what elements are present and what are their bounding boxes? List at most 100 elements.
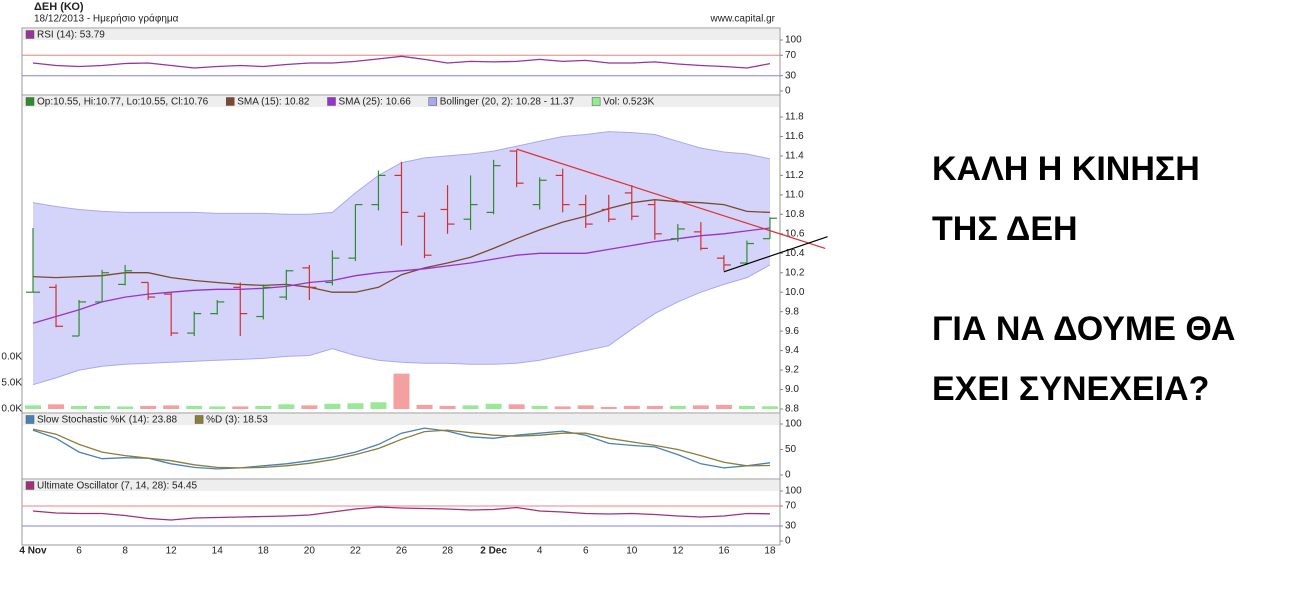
- y-tick-label: 10.6: [785, 228, 805, 239]
- legend-strip: [23, 29, 779, 40]
- volume-bar: [186, 405, 203, 409]
- legend-swatch: [25, 30, 35, 39]
- legend-label: Op:10.55, Hi:10.77, Lo:10.55, Cl:10.76: [37, 97, 209, 108]
- annotation: ΓΙΑ ΝΑ ΔΟΥΜΕ ΘΑ: [932, 310, 1235, 348]
- y-tick-label: 11.8: [785, 112, 804, 123]
- volume-bar: [71, 405, 88, 409]
- annotation: ΚΑΛΗ Η ΚΙΝΗΣΗ: [932, 150, 1200, 188]
- x-tick-label: 12: [166, 546, 178, 557]
- x-tick-label: 18: [258, 546, 270, 557]
- y-tick-label: 30: [785, 70, 797, 81]
- volume-bar: [738, 405, 755, 409]
- x-tick-label: 12: [672, 546, 684, 557]
- y-tick-label: 70: [785, 501, 797, 512]
- x-tick-label: 16: [718, 546, 730, 557]
- volume-bar: [324, 403, 341, 409]
- y-tick-label: 10.2: [785, 267, 805, 278]
- volume-bar: [692, 405, 709, 409]
- y-tick-label: 11.4: [785, 151, 804, 162]
- volume-axis-label: 0.0K: [1, 352, 22, 363]
- volume-bar: [301, 405, 318, 409]
- legend-label: Slow Stochastic %K (14): 23.88: [37, 415, 178, 426]
- legend-swatch: [327, 97, 336, 106]
- series-line: [32, 55, 771, 69]
- volume-bar: [416, 404, 433, 409]
- x-tick-label: 4 Nov: [19, 546, 47, 557]
- volume-bar: [508, 404, 525, 409]
- legend-strip: [23, 480, 779, 491]
- volume-axis-label: 5.0K: [1, 378, 22, 389]
- volume-bar: [232, 406, 249, 409]
- trendline: [516, 148, 826, 249]
- volume-bar: [163, 405, 180, 409]
- y-tick-label: 11.0: [785, 190, 804, 201]
- volume-bar: [48, 404, 65, 409]
- trendline: [723, 236, 828, 273]
- legend-strip: [23, 96, 779, 107]
- volume-bar: [255, 405, 272, 409]
- x-tick-label: 8: [122, 546, 128, 557]
- legend-swatch: [225, 97, 235, 106]
- y-tick-label: 30: [785, 521, 797, 532]
- y-tick-label: 0: [785, 536, 791, 547]
- x-tick-label: 2 Dec: [480, 546, 507, 557]
- volume-bar: [485, 403, 502, 409]
- x-tick-label: 6: [76, 546, 82, 557]
- legend-swatch: [591, 97, 601, 106]
- legend-swatch: [428, 97, 438, 106]
- source: www.capital.gr: [710, 14, 776, 25]
- volume-bar: [554, 406, 571, 409]
- x-tick-label: 18: [764, 546, 776, 557]
- y-tick-label: 70: [785, 50, 797, 61]
- y-tick-label: 8.8: [785, 404, 799, 415]
- y-tick-label: 10.8: [785, 209, 805, 220]
- annotation: ΕΧΕΙ ΣΥΝΕΧΕΙΑ?: [932, 370, 1209, 408]
- volume-bar: [439, 405, 456, 409]
- x-tick-label: 6: [583, 546, 589, 557]
- y-tick-label: 0: [785, 470, 791, 481]
- y-tick-label: 9.8: [785, 306, 799, 317]
- volume-bar: [393, 373, 410, 409]
- legend-label: RSI (14): 53.79: [37, 30, 105, 41]
- volume-bar: [25, 405, 41, 409]
- series-line: [32, 199, 771, 293]
- chart-title: ΔΕΗ (ΚΟ): [34, 1, 84, 13]
- legend-label: Bollinger (20, 2): 10.28 - 11.37: [440, 97, 575, 108]
- volume-bar: [117, 406, 134, 409]
- volume-axis-label: 0.0K: [1, 404, 22, 415]
- y-tick-label: 11.6: [785, 131, 804, 142]
- series-line: [32, 506, 771, 521]
- volume-bar: [646, 405, 663, 409]
- legend-label: Vol: 0.523K: [603, 97, 654, 108]
- volume-bar: [531, 405, 548, 409]
- x-tick-label: 26: [396, 546, 408, 557]
- legend-label: SMA (25): 10.66: [339, 97, 412, 108]
- volume-bar: [94, 405, 111, 409]
- y-tick-label: 100: [785, 419, 802, 430]
- legend-swatch: [25, 481, 35, 490]
- chart-subtitle: 18/12/2013 - Ημερήσιο γράφημα: [34, 13, 179, 25]
- volume-bar: [278, 404, 295, 409]
- y-tick-label: 50: [785, 444, 797, 455]
- y-tick-label: 9.6: [785, 326, 799, 337]
- legend-label: %D (3): 18.53: [206, 415, 268, 426]
- x-tick-label: 20: [304, 546, 316, 557]
- volume-bar: [209, 406, 226, 409]
- legend-label: SMA (15): 10.82: [237, 97, 310, 108]
- volume-bar: [462, 405, 479, 409]
- volume-bar: [623, 405, 640, 409]
- bollinger-lower: [32, 264, 771, 386]
- volume-bar: [370, 402, 387, 409]
- legend-strip: [23, 414, 779, 425]
- volume-bar: [577, 405, 594, 409]
- series-line: [32, 427, 771, 470]
- y-tick-label: 10.4: [785, 248, 805, 259]
- y-tick-label: 100: [785, 35, 802, 46]
- y-tick-label: 100: [785, 486, 802, 497]
- y-tick-label: 9.4: [785, 345, 799, 356]
- volume-bar: [600, 406, 617, 409]
- x-tick-label: 28: [442, 546, 454, 557]
- series-line: [32, 428, 771, 469]
